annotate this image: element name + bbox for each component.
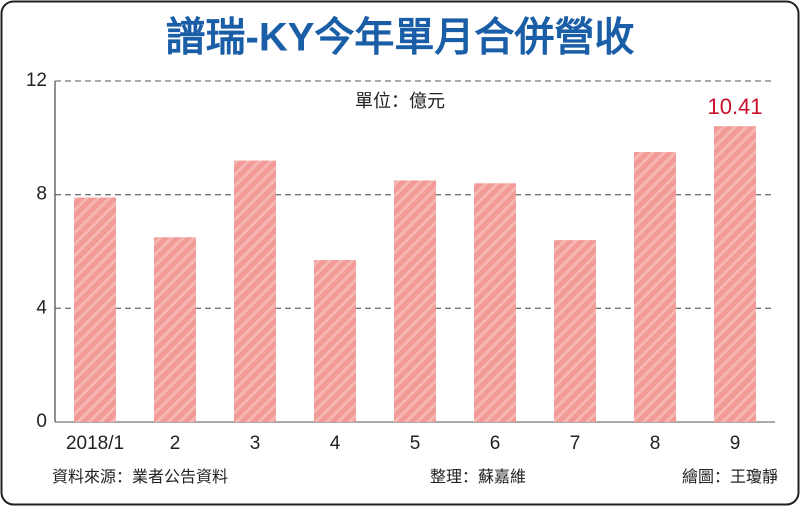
bar-hatch [634,152,676,422]
x-tick-label: 9 [730,433,741,454]
x-tick-label: 3 [250,433,261,454]
chart-title: 譜瑞-KY今年單月合併營收 [166,16,635,60]
x-tick-label: 5 [410,433,421,454]
value-label: 10.41 [707,94,762,119]
bar-hatch [234,160,276,423]
bar-hatch [474,183,516,422]
bar-hatch [394,180,436,422]
bar-hatch [154,237,196,422]
x-tick-label: 6 [490,433,501,454]
artist-note: 繪圖：王瓊靜 [682,467,778,486]
y-tick-label: 4 [36,297,47,318]
editor-note: 整理：蘇嘉維 [430,468,526,486]
y-tick-label: 12 [26,70,47,91]
source-note: 資料來源：業者公告資料 [52,468,228,486]
bar-hatch [554,240,596,422]
x-tick-label: 2018/1 [66,433,124,454]
y-tick-label: 8 [36,184,47,205]
x-tick-label: 8 [650,433,661,454]
y-tick-label: 0 [36,411,47,432]
unit-label: 單位：億元 [355,91,445,111]
bar-hatch [714,126,756,423]
x-tick-label: 7 [570,433,581,454]
bar-hatch [74,197,116,422]
x-tick-label: 2 [170,433,181,454]
bar-hatch [314,260,356,422]
x-tick-label: 4 [330,433,341,454]
